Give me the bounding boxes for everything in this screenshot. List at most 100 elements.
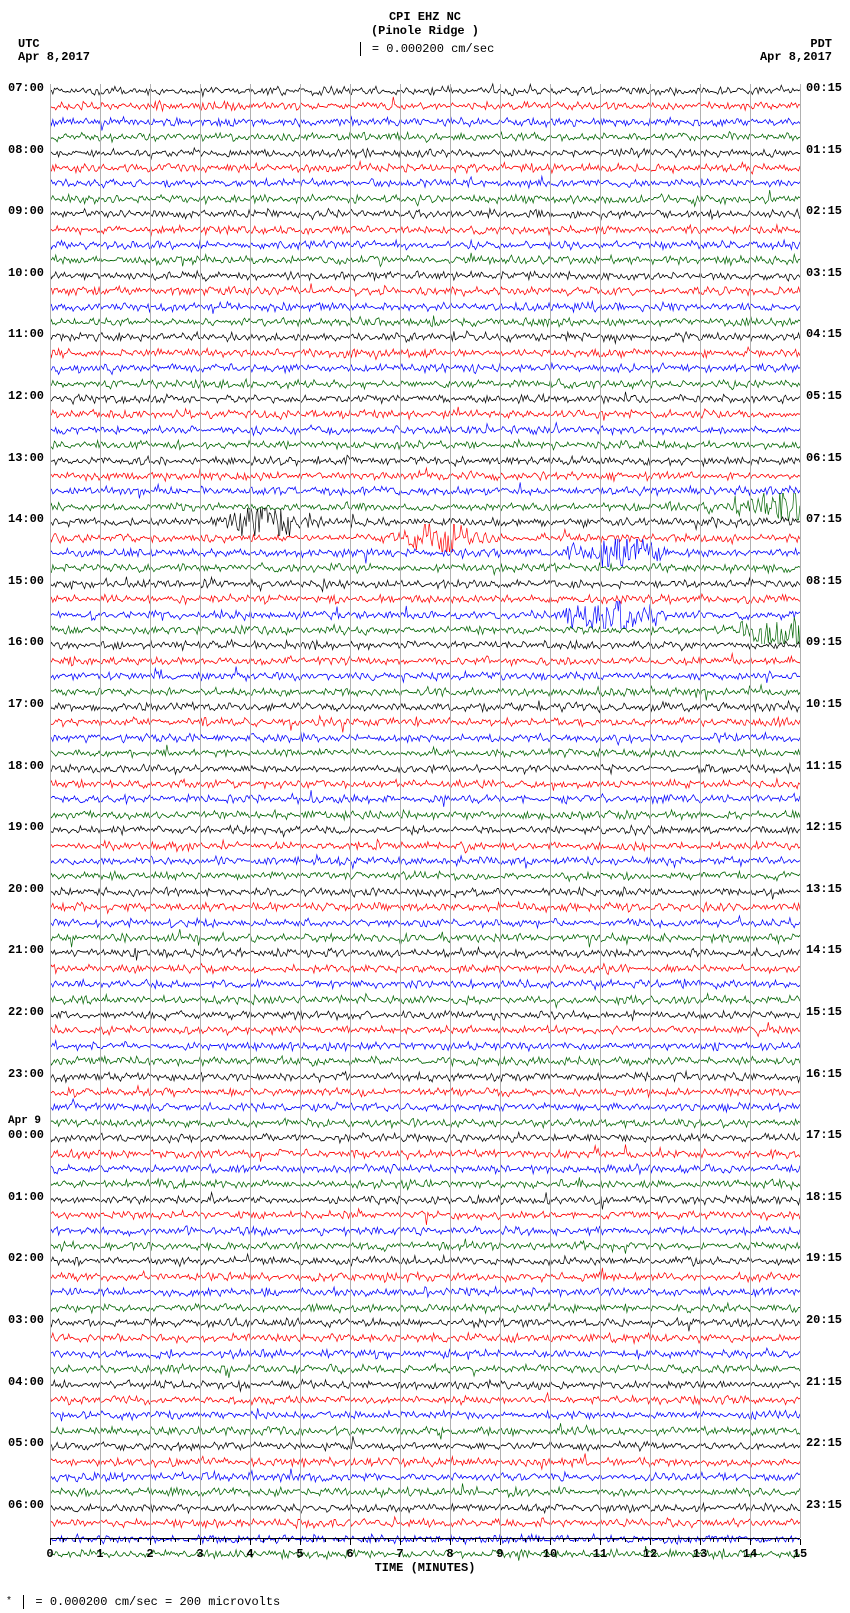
- utc-time-label: 22:00: [8, 1005, 44, 1019]
- local-time-label: 18:15: [806, 1190, 842, 1204]
- x-tick: [650, 1539, 651, 1545]
- x-tick-minor: [325, 1539, 326, 1542]
- x-tick-label: 13: [693, 1547, 707, 1561]
- x-tick-minor: [725, 1539, 726, 1542]
- local-time-label: 19:15: [806, 1251, 842, 1265]
- x-tick-minor: [775, 1539, 776, 1542]
- x-axis: TIME (MINUTES) 0123456789101112131415: [50, 1538, 800, 1575]
- x-tick-minor: [763, 1539, 764, 1542]
- tz-left: UTC Apr 8,2017: [18, 38, 90, 64]
- utc-time-label: 06:00: [8, 1498, 44, 1512]
- utc-time-label: 11:00: [8, 327, 44, 341]
- utc-time-label: 12:00: [8, 389, 44, 403]
- x-tick: [700, 1539, 701, 1545]
- grid-line: [700, 84, 701, 1538]
- x-tick-minor: [288, 1539, 289, 1542]
- utc-time-label: 10:00: [8, 266, 44, 280]
- local-time-label: 04:15: [806, 327, 842, 341]
- asterisk-icon: *: [6, 1596, 12, 1607]
- local-time-label: 01:15: [806, 143, 842, 157]
- x-tick-minor: [388, 1539, 389, 1542]
- x-tick: [400, 1539, 401, 1545]
- grid-line: [500, 84, 501, 1538]
- x-tick-label: 9: [496, 1547, 503, 1561]
- utc-time-label: 23:00: [8, 1067, 44, 1081]
- scale-bar-icon: [23, 1595, 24, 1609]
- grid-line: [250, 84, 251, 1538]
- x-tick-label: 5: [296, 1547, 303, 1561]
- x-tick: [450, 1539, 451, 1545]
- x-tick-minor: [713, 1539, 714, 1542]
- utc-time-label: 15:00: [8, 574, 44, 588]
- utc-time-label: 13:00: [8, 451, 44, 465]
- x-tick-minor: [63, 1539, 64, 1542]
- header-scale: = 0.000200 cm/sec: [18, 42, 832, 56]
- local-time-label: 14:15: [806, 943, 842, 957]
- tz-left-date: Apr 8,2017: [18, 51, 90, 64]
- x-tick-minor: [413, 1539, 414, 1542]
- x-tick-minor: [213, 1539, 214, 1542]
- x-tick-label: 8: [446, 1547, 453, 1561]
- x-tick-minor: [88, 1539, 89, 1542]
- grid-line: [550, 84, 551, 1538]
- utc-time-label: 14:00: [8, 512, 44, 526]
- grid-line: [800, 84, 801, 1538]
- helicorder-plot: 07:0000:1508:0001:1509:0002:1510:0003:15…: [50, 84, 800, 1538]
- local-time-label: 05:15: [806, 389, 842, 403]
- x-tick-minor: [738, 1539, 739, 1542]
- local-time-label: 07:15: [806, 512, 842, 526]
- x-tick-minor: [125, 1539, 126, 1542]
- x-tick-minor: [575, 1539, 576, 1542]
- grid-line: [450, 84, 451, 1538]
- x-tick-minor: [788, 1539, 789, 1542]
- utc-time-label: 04:00: [8, 1375, 44, 1389]
- x-tick-label: 12: [643, 1547, 657, 1561]
- x-tick-minor: [563, 1539, 564, 1542]
- local-time-label: 03:15: [806, 266, 842, 280]
- x-tick-minor: [538, 1539, 539, 1542]
- grid-line: [100, 84, 101, 1538]
- local-time-label: 11:15: [806, 759, 842, 773]
- x-tick-minor: [75, 1539, 76, 1542]
- utc-time-label: 01:00: [8, 1190, 44, 1204]
- x-tick: [350, 1539, 351, 1545]
- tz-right-date: Apr 8,2017: [760, 51, 832, 64]
- x-tick-label: 15: [793, 1547, 807, 1561]
- utc-time-label: 18:00: [8, 759, 44, 773]
- x-tick: [550, 1539, 551, 1545]
- header-scale-label: = 0.000200 cm/sec: [372, 42, 494, 56]
- x-tick: [250, 1539, 251, 1545]
- x-tick-label: 4: [246, 1547, 253, 1561]
- x-tick-label: 14: [743, 1547, 757, 1561]
- x-tick: [300, 1539, 301, 1545]
- x-tick-minor: [488, 1539, 489, 1542]
- utc-time-label: 16:00: [8, 635, 44, 649]
- local-time-label: 02:15: [806, 204, 842, 218]
- tz-right: PDT Apr 8,2017: [760, 38, 832, 64]
- grid-line: [50, 84, 51, 1538]
- utc-time-label: 08:00: [8, 143, 44, 157]
- grid-line: [150, 84, 151, 1538]
- x-tick-minor: [188, 1539, 189, 1542]
- x-tick-minor: [138, 1539, 139, 1542]
- local-time-label: 06:15: [806, 451, 842, 465]
- x-axis-title: TIME (MINUTES): [50, 1561, 800, 1575]
- x-tick-minor: [525, 1539, 526, 1542]
- utc-time-label: 19:00: [8, 820, 44, 834]
- local-time-label: 17:15: [806, 1128, 842, 1142]
- x-tick: [50, 1539, 51, 1545]
- x-tick: [200, 1539, 201, 1545]
- x-tick-minor: [163, 1539, 164, 1542]
- station-name: (Pinole Ridge ): [18, 24, 832, 38]
- local-time-label: 12:15: [806, 820, 842, 834]
- local-time-label: 13:15: [806, 882, 842, 896]
- local-time-label: 08:15: [806, 574, 842, 588]
- grid-line: [400, 84, 401, 1538]
- trace-container: 07:0000:1508:0001:1509:0002:1510:0003:15…: [50, 84, 800, 1538]
- station-code: CPI EHZ NC: [18, 10, 832, 24]
- x-tick-minor: [688, 1539, 689, 1542]
- date-marker: Apr 9: [8, 1115, 41, 1127]
- utc-time-label: 07:00: [8, 81, 44, 95]
- x-tick-label: 11: [593, 1547, 607, 1561]
- x-tick-minor: [613, 1539, 614, 1542]
